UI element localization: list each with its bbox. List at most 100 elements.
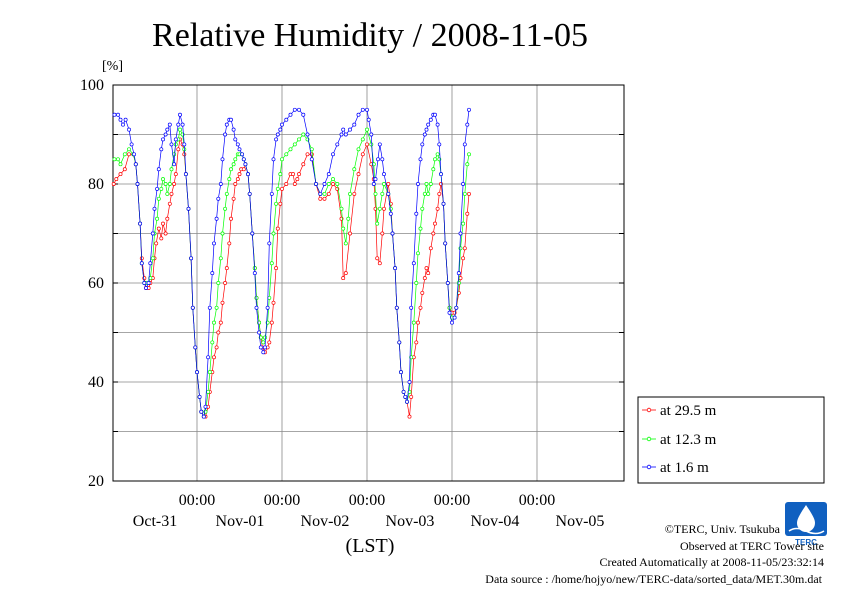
data-point [165, 191, 170, 196]
data-point [424, 182, 429, 186]
data-point [203, 404, 208, 409]
data-point [161, 137, 165, 142]
data-point [295, 177, 300, 182]
data-point [161, 221, 165, 226]
data-point [382, 206, 386, 211]
data-point [233, 182, 238, 186]
data-point [271, 231, 276, 236]
data-point [341, 276, 346, 281]
data-point [435, 152, 440, 157]
data-point [275, 226, 280, 231]
data-point [399, 370, 403, 375]
data-point [138, 221, 143, 226]
data-point [418, 226, 423, 231]
data-point [445, 281, 450, 285]
data-point [207, 305, 212, 310]
data-point [229, 216, 233, 221]
data-point [195, 370, 199, 375]
data-point [416, 320, 420, 325]
data-point [309, 157, 314, 162]
data-point [178, 127, 182, 132]
data-point [201, 414, 206, 419]
x-day-label-nov02: Nov-02 [301, 513, 350, 530]
data-point [122, 167, 127, 172]
data-point [431, 231, 436, 236]
data-point [305, 152, 310, 157]
data-point [156, 167, 161, 172]
data-point [443, 241, 448, 246]
data-point [465, 122, 470, 127]
data-point [360, 152, 365, 157]
data-point [247, 191, 252, 196]
data-point [223, 281, 228, 285]
data-point [335, 182, 340, 186]
data-point [216, 281, 221, 285]
data-point [418, 305, 423, 310]
data-point [150, 231, 155, 236]
x-time-label-1: 00:00 [179, 492, 215, 509]
y-tick-label-80: 80 [88, 176, 104, 193]
data-point [314, 182, 318, 186]
data-point [331, 177, 335, 182]
data-point [161, 177, 165, 182]
data-point [462, 142, 467, 147]
data-point [243, 162, 248, 167]
data-point [352, 191, 357, 196]
data-point [165, 216, 170, 221]
data-point [326, 182, 331, 186]
data-point [433, 157, 437, 162]
data-point [278, 127, 283, 132]
series-line [114, 109, 470, 418]
data-point [121, 122, 125, 127]
data-point [241, 167, 246, 172]
data-point [375, 256, 380, 261]
data-point [341, 226, 346, 231]
legend-label-1-6m: at 1.6 m [660, 460, 709, 476]
data-point [227, 241, 232, 246]
data-point [409, 305, 414, 310]
data-point [414, 281, 419, 285]
data-point [318, 196, 323, 201]
data-point [267, 340, 272, 345]
x-day-label-nov05: Nov-05 [556, 513, 605, 530]
data-point [197, 394, 202, 399]
data-point [199, 409, 204, 414]
footer-created: Created Automatically at 2008-11-05/23:3… [599, 555, 824, 569]
data-point [212, 355, 216, 360]
data-point [346, 216, 351, 221]
data-point [435, 122, 440, 127]
data-point [388, 211, 393, 216]
data-point [237, 172, 242, 177]
data-point [420, 290, 425, 295]
y-tick-label-100: 100 [80, 77, 104, 94]
y-unit-label: [%] [102, 59, 123, 74]
series-1 [112, 127, 471, 419]
data-point [132, 152, 137, 157]
data-point [127, 152, 131, 157]
data-point [331, 182, 335, 186]
data-point [431, 167, 436, 172]
data-point [155, 216, 160, 221]
data-point [401, 389, 406, 394]
data-point [118, 172, 123, 177]
data-point [326, 191, 331, 196]
data-point [193, 345, 198, 350]
data-point [369, 132, 374, 137]
data-point [111, 182, 116, 186]
data-point [271, 157, 276, 162]
data-point [173, 137, 178, 142]
data-point [112, 112, 117, 117]
data-point [214, 305, 219, 310]
series-2 [112, 107, 471, 419]
data-point [146, 281, 151, 285]
data-point [461, 182, 466, 186]
data-point [144, 286, 148, 290]
data-point [428, 182, 433, 186]
data-point [169, 191, 174, 196]
data-point [165, 127, 170, 132]
data-point [365, 107, 369, 112]
data-point [116, 112, 120, 117]
data-point [227, 177, 232, 182]
data-point [409, 394, 414, 399]
water-drop-icon [797, 505, 815, 532]
